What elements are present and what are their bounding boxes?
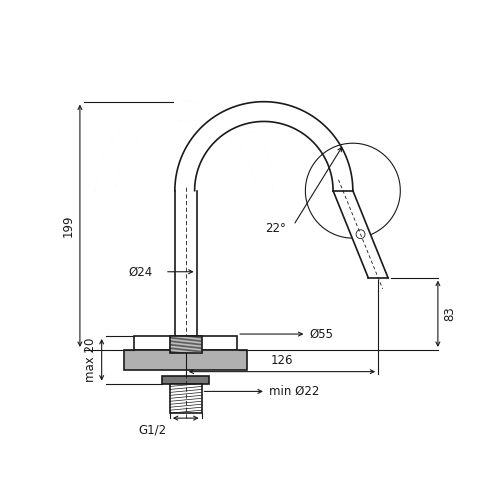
Text: max 20: max 20	[84, 338, 96, 382]
Bar	[170, 384, 202, 413]
Bar	[134, 336, 237, 350]
Text: 126: 126	[270, 354, 293, 366]
Text: G1/2: G1/2	[139, 423, 167, 436]
Text: Ø55: Ø55	[310, 328, 334, 340]
Text: min Ø22: min Ø22	[269, 385, 319, 398]
Text: 83: 83	[443, 306, 456, 321]
Bar	[170, 336, 202, 353]
Bar	[124, 350, 247, 370]
Text: 199: 199	[62, 214, 75, 237]
Text: 22°: 22°	[266, 222, 286, 234]
Text: Ø24: Ø24	[128, 266, 152, 278]
Bar	[162, 376, 210, 384]
